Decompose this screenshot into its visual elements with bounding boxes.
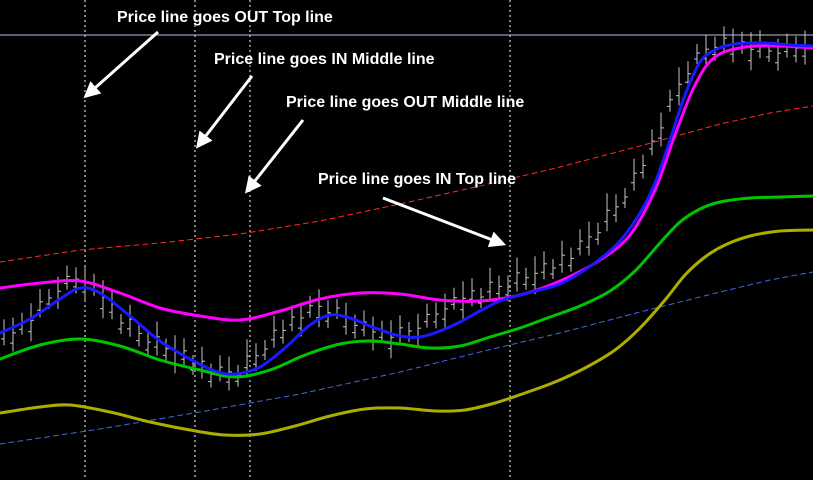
annotation-arrow [83, 30, 159, 99]
annotation-price-in-middle-line: Price line goes IN Middle line [214, 51, 435, 68]
annotation-price-out-middle-line: Price line goes OUT Middle line [286, 94, 525, 111]
annotation-arrow [244, 119, 305, 194]
blue-price-ma [0, 41, 813, 376]
annotation-price-in-top-line: Price line goes IN Top line [318, 171, 516, 188]
annotation-arrow [195, 75, 254, 149]
upper-red-dashed [0, 105, 813, 263]
annotation-arrows [83, 30, 507, 247]
lower-blue-dashed [0, 271, 813, 445]
yellow-lower-band [0, 228, 813, 437]
annotation-price-out-top-line: Price line goes OUT Top line [117, 9, 333, 26]
annotation-arrow [382, 196, 507, 247]
magenta-middle-line [0, 44, 813, 322]
green-upper-band [0, 194, 813, 379]
